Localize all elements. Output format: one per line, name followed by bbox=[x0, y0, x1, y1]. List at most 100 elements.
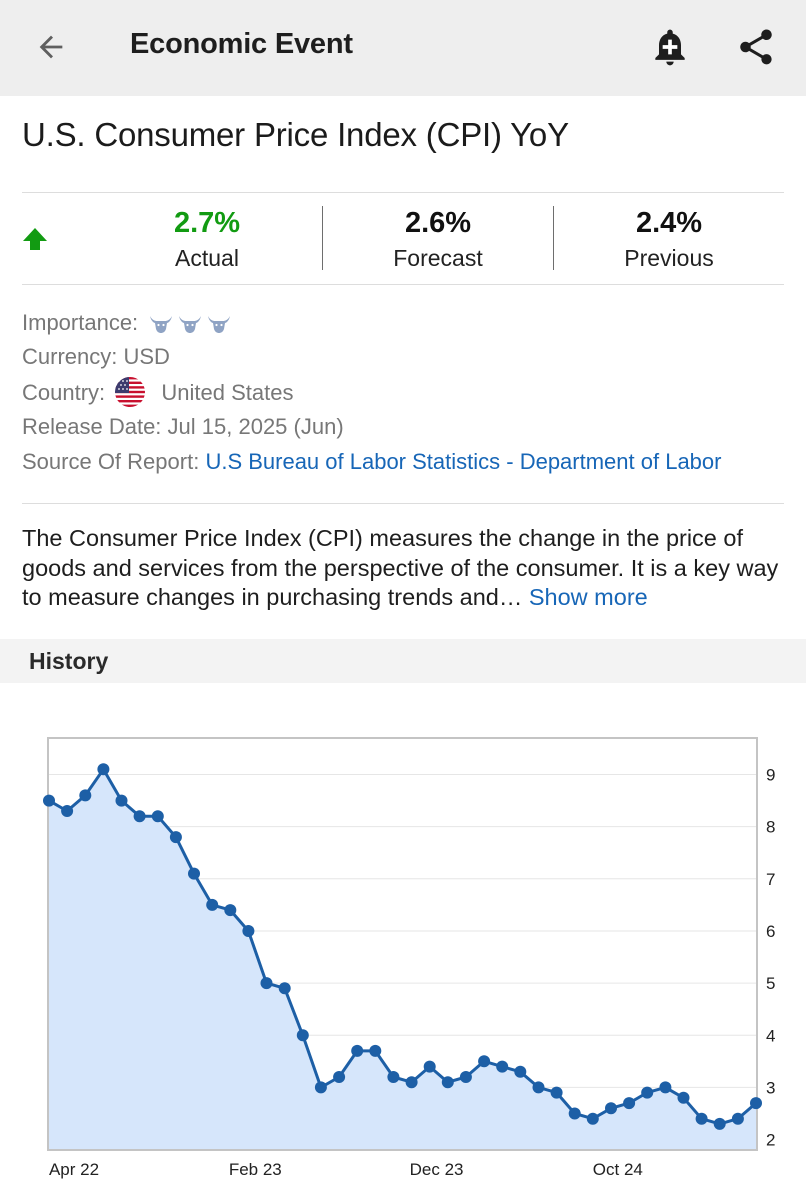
currency-value: USD bbox=[123, 344, 170, 369]
data-point bbox=[260, 977, 273, 990]
bull-icon bbox=[150, 316, 173, 334]
history-label: History bbox=[29, 648, 109, 674]
x-tick-label: Dec 23 bbox=[410, 1160, 464, 1179]
data-point bbox=[550, 1086, 563, 1099]
currency-label: Currency: bbox=[22, 344, 118, 369]
data-point bbox=[423, 1060, 436, 1073]
data-point bbox=[351, 1044, 364, 1057]
country-row: Country: United States bbox=[22, 377, 294, 409]
data-point bbox=[61, 805, 74, 817]
data-point bbox=[496, 1060, 509, 1073]
release-date-label: Release Date: bbox=[22, 414, 162, 439]
back-button[interactable] bbox=[26, 22, 76, 72]
y-tick-label: 9 bbox=[766, 766, 775, 785]
actual-value: 2.7% bbox=[173, 207, 241, 239]
y-tick-label: 2 bbox=[766, 1131, 775, 1150]
stat-previous: 2.4% Previous bbox=[579, 193, 759, 284]
y-tick-label: 3 bbox=[766, 1078, 775, 1097]
bull-icon bbox=[179, 316, 202, 334]
data-point bbox=[188, 867, 200, 880]
stat-actual: 2.7% Actual bbox=[117, 193, 297, 284]
y-tick-label: 6 bbox=[766, 922, 775, 941]
data-point bbox=[242, 925, 255, 937]
data-point bbox=[43, 794, 55, 807]
event-title: U.S. Consumer Price Index (CPI) YoY bbox=[22, 116, 569, 153]
data-point bbox=[405, 1076, 418, 1089]
data-point bbox=[441, 1076, 454, 1089]
series-line bbox=[48, 767, 757, 1126]
release-date-row: Release Date: Jul 15, 2025 (Jun) bbox=[22, 414, 344, 440]
y-tick-label: 5 bbox=[766, 974, 775, 993]
x-tick-label: Apr 22 bbox=[49, 1160, 99, 1179]
data-point bbox=[387, 1071, 400, 1083]
data-point bbox=[605, 1102, 617, 1115]
event-description: The Consumer Price Index (CPI) measures … bbox=[22, 524, 792, 613]
x-tick-label: Feb 23 bbox=[229, 1160, 282, 1179]
area-fill bbox=[49, 769, 756, 1150]
bell-plus-icon bbox=[655, 29, 685, 66]
divider bbox=[22, 284, 784, 285]
divider bbox=[553, 206, 554, 270]
data-point bbox=[586, 1112, 599, 1125]
add-alert-button[interactable] bbox=[644, 20, 696, 74]
actual-label: Actual bbox=[175, 245, 239, 271]
source-link[interactable]: U.S Bureau of Labor Statistics - Departm… bbox=[205, 449, 722, 474]
data-point bbox=[659, 1081, 672, 1094]
arrow-left-icon bbox=[39, 35, 63, 59]
importance-rating bbox=[144, 310, 231, 335]
show-more-link[interactable]: Show more bbox=[528, 584, 648, 610]
data-point bbox=[568, 1107, 581, 1120]
history-header: History bbox=[0, 639, 806, 683]
data-point bbox=[677, 1091, 690, 1104]
forecast-label: Forecast bbox=[393, 245, 483, 271]
data-point bbox=[695, 1112, 708, 1125]
app-bar: Economic Event bbox=[0, 0, 806, 96]
stats-row: 2.7% Actual 2.6% Forecast 2.4% Previous bbox=[22, 193, 784, 284]
data-point bbox=[514, 1065, 527, 1078]
history-chart-svg: 2 3 4 5 6 7 8 9 Apr 22 Feb 23 Dec 23 Oct 24 bbox=[43, 737, 775, 1179]
data-point bbox=[296, 1029, 309, 1042]
data-point bbox=[369, 1044, 382, 1057]
us-flag-icon bbox=[115, 377, 146, 407]
data-point bbox=[115, 794, 128, 807]
data-point bbox=[731, 1112, 744, 1125]
data-point bbox=[532, 1081, 545, 1094]
share-icon bbox=[740, 29, 772, 65]
source-label: Source Of Report: bbox=[22, 449, 200, 474]
share-button[interactable] bbox=[730, 20, 782, 74]
importance-row: Importance: bbox=[22, 310, 231, 336]
arrow-up-icon bbox=[23, 228, 47, 250]
data-point bbox=[278, 982, 291, 995]
divider bbox=[322, 206, 323, 270]
forecast-value: 2.6% bbox=[404, 207, 472, 239]
x-tick-label: Oct 24 bbox=[593, 1160, 643, 1179]
release-date-value: Jul 15, 2025 (Jun) bbox=[167, 414, 344, 439]
data-point bbox=[133, 810, 146, 823]
data-point bbox=[206, 898, 219, 911]
data-point bbox=[459, 1071, 472, 1083]
data-point bbox=[623, 1097, 636, 1110]
y-tick-label: 7 bbox=[766, 870, 775, 889]
data-point bbox=[750, 1097, 762, 1110]
country-value: United States bbox=[161, 379, 294, 405]
divider bbox=[22, 503, 784, 504]
history-chart: 2 3 4 5 6 7 8 9 Apr 22 Feb 23 Dec 23 Oct 24 bbox=[0, 690, 806, 1196]
source-row: Source Of Report: U.S Bureau of Labor St… bbox=[22, 449, 721, 475]
country-label: Country: bbox=[22, 379, 106, 405]
importance-label: Importance: bbox=[22, 310, 139, 335]
data-point bbox=[478, 1055, 491, 1068]
bull-icon bbox=[208, 316, 231, 334]
data-point bbox=[151, 810, 164, 823]
data-point bbox=[97, 763, 110, 776]
data-point bbox=[314, 1081, 327, 1094]
data-point bbox=[641, 1086, 654, 1099]
previous-label: Previous bbox=[624, 245, 714, 271]
y-tick-label: 4 bbox=[766, 1026, 775, 1045]
data-point bbox=[79, 789, 92, 802]
previous-value: 2.4% bbox=[635, 207, 703, 239]
data-point bbox=[333, 1071, 346, 1083]
y-tick-label: 8 bbox=[766, 818, 775, 837]
data-point bbox=[224, 904, 237, 917]
currency-row: Currency: USD bbox=[22, 344, 170, 370]
stat-forecast: 2.6% Forecast bbox=[348, 193, 528, 284]
